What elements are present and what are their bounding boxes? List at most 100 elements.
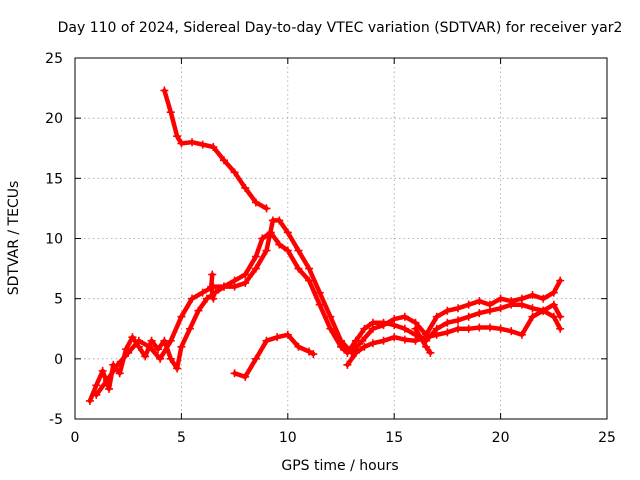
data-point (98, 366, 107, 375)
data-point (443, 328, 452, 337)
data-point (517, 300, 526, 309)
series-track-4 (343, 306, 565, 369)
data-point (305, 347, 314, 356)
data-point (475, 309, 484, 318)
data-point (219, 282, 228, 291)
data-point (166, 354, 175, 363)
data-point (128, 333, 137, 342)
y-tick-label: 15 (45, 171, 63, 187)
data-point (432, 312, 441, 321)
series-track-6 (230, 330, 318, 381)
data-point (454, 324, 463, 333)
data-point (115, 369, 124, 378)
data-point (368, 318, 377, 327)
data-point (283, 246, 292, 255)
data-point (251, 198, 260, 207)
data-point (266, 228, 275, 237)
x-tick-label: 0 (71, 430, 80, 446)
data-point (113, 360, 122, 369)
data-point (147, 336, 156, 345)
data-point (160, 86, 169, 95)
data-point (207, 282, 216, 291)
data-point (368, 339, 377, 348)
series-trace (232, 332, 316, 380)
data-point (198, 288, 207, 297)
data-point (258, 234, 267, 243)
data-point (188, 294, 197, 303)
data-point (166, 336, 175, 345)
data-point (556, 324, 565, 333)
data-point (92, 390, 101, 399)
data-point (539, 306, 548, 315)
data-point (262, 246, 271, 255)
x-axis-label: GPS time / hours (281, 458, 398, 474)
data-point (85, 396, 94, 405)
data-point (241, 270, 250, 279)
data-point (177, 312, 186, 321)
data-point (305, 264, 314, 273)
data-point (102, 376, 111, 385)
data-point (145, 342, 154, 351)
data-point (549, 288, 558, 297)
grid-lines (75, 58, 607, 419)
data-point (194, 306, 203, 315)
y-axis-label: SDTVAR / TECUs (6, 181, 22, 296)
data-point (351, 336, 360, 345)
data-point (230, 276, 239, 285)
data-point (294, 246, 303, 255)
data-point (209, 294, 218, 303)
data-point (141, 352, 150, 361)
series-track-2 (85, 216, 565, 405)
data-point (390, 333, 399, 342)
data-point (208, 270, 217, 279)
y-tick-label: -5 (49, 412, 63, 428)
data-point (209, 143, 218, 152)
data-point (177, 139, 186, 148)
data-point (219, 156, 228, 165)
data-point (251, 252, 260, 261)
data-point (496, 294, 505, 303)
data-point (283, 228, 292, 237)
data-point (422, 342, 431, 351)
data-point (337, 342, 345, 351)
data-point (241, 372, 250, 381)
data-point (153, 345, 162, 354)
data-point (294, 342, 303, 351)
data-point (549, 312, 558, 321)
data-point (379, 336, 388, 345)
data-point (454, 304, 463, 313)
data-point (400, 335, 409, 344)
data-point (343, 360, 352, 369)
data-point (507, 327, 516, 336)
data-point (185, 324, 194, 333)
data-point (105, 384, 114, 393)
data-point (400, 324, 409, 333)
data-point (343, 348, 352, 357)
data-point (273, 333, 282, 342)
data-point (351, 348, 360, 357)
data-point (485, 306, 494, 315)
data-point (422, 333, 431, 342)
data-point (475, 297, 484, 306)
data-point (134, 336, 143, 345)
data-point (549, 300, 558, 309)
data-point (475, 323, 484, 332)
data-point (262, 204, 271, 213)
data-point (528, 291, 537, 300)
y-tick-label: 5 (54, 292, 63, 308)
data-point (390, 321, 399, 330)
data-point (485, 323, 494, 332)
y-tick-label: 25 (45, 51, 63, 67)
data-point (166, 108, 175, 117)
axis-ticks: 0 5 10 15 20 25 -5 0 5 10 15 20 25 (45, 51, 616, 446)
data-point (230, 168, 239, 177)
data-point (92, 381, 101, 390)
data-point (528, 304, 537, 313)
data-point (379, 318, 388, 327)
data-point (262, 336, 271, 345)
series-trace (162, 88, 269, 211)
data-point (556, 276, 565, 285)
data-point (426, 348, 435, 357)
data-point (305, 276, 314, 285)
